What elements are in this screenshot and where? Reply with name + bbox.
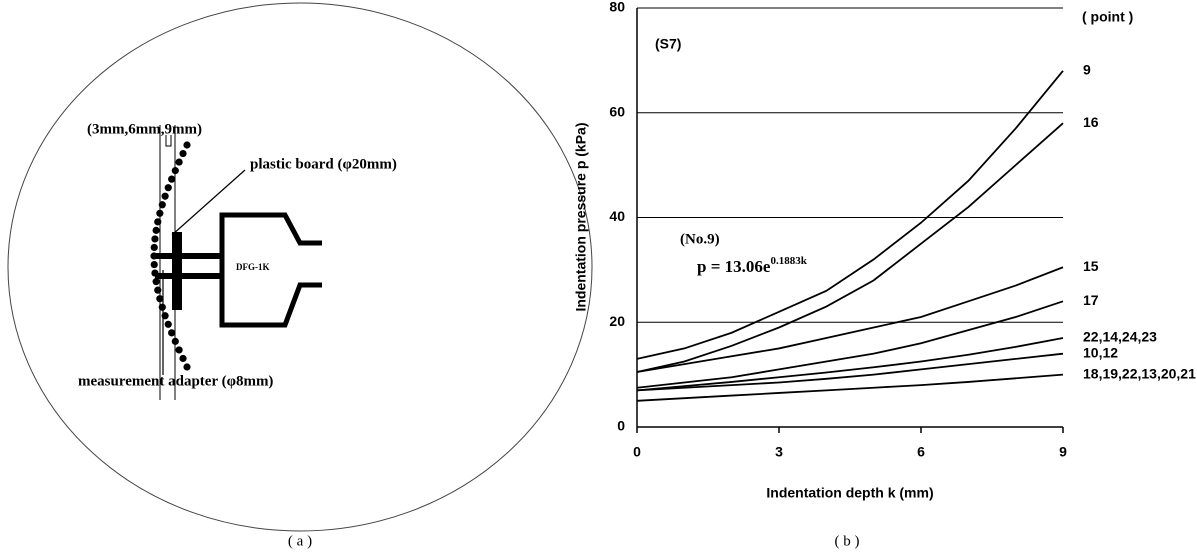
force-gauge [219,212,322,328]
y-tick-label: 60 [609,103,625,119]
bead [183,363,191,371]
bead [179,354,187,363]
legend-title: ( point ) [1082,9,1133,25]
bead [168,329,176,337]
bead [158,201,166,209]
series-line [636,122,1064,373]
bead [152,278,160,286]
bead [161,312,169,320]
annotation: (No.9) [680,231,720,247]
sample-label: (S7) [655,36,681,52]
equation-text: p = 13.06e [697,257,771,276]
series-label: 10,12 [1083,344,1118,360]
bead [156,209,164,217]
x-tick-label: 9 [1059,444,1067,460]
chart: ( b ) Indentation depth k (mm) Indentati… [573,0,1196,549]
leader [171,169,246,236]
series-line [636,70,1064,360]
series-line [636,300,1064,389]
bead [179,149,187,158]
caption: ( b ) [835,533,860,549]
bead [158,303,166,311]
series-line [636,266,1064,373]
board-label: plastic board (φ20mm) [250,156,397,172]
bead [150,252,158,260]
caption: ( a ) [288,533,312,549]
adapter-label: measurement adapter (φ8mm) [78,373,273,389]
series-label: 22,14,24,23 [1083,329,1157,345]
bead [164,184,172,192]
bead [150,260,158,269]
plastic-board [172,232,182,310]
bead [171,337,179,345]
bead [168,175,176,183]
series-label: 15 [1083,258,1099,274]
x-tick-label: 3 [775,444,783,460]
beads [150,141,191,371]
bead [152,226,160,234]
y-tick-label: 0 [617,418,625,434]
depth-label: (3mm,6mm,9mm) [87,121,202,137]
diagram: (3mm,6mm,9mm) plastic board (φ20mm) DFG-… [7,2,593,549]
bead [154,286,162,294]
bead [151,269,159,277]
bead [154,218,162,226]
bead [175,346,183,354]
series-label: 16 [1083,114,1099,130]
bead [156,295,164,303]
exponent: 0.1883k [770,255,807,267]
bead [151,235,159,243]
bracket [165,135,172,147]
y-tick-label: 40 [609,208,625,224]
series-label: 9 [1083,62,1091,78]
device-label: DFG-1K [236,262,270,272]
bead [171,167,179,175]
bead [164,320,172,328]
bead [150,243,158,252]
series-line [636,337,1064,392]
equation: p = 13.06e0.1883k [697,255,808,276]
bead [175,158,183,166]
series-line [636,352,1064,392]
series-label: 17 [1083,292,1099,308]
y-tick-label: 80 [609,0,625,15]
series-line [636,373,1064,402]
x-tick-label: 6 [917,444,925,460]
x-axis-label: Indentation depth k (mm) [766,485,933,501]
outline [7,2,593,532]
series-label: 18,19,22,13,20,21 [1083,365,1196,381]
bead [183,141,191,149]
y-tick-label: 20 [609,313,625,329]
x-tick-label: 0 [633,444,641,460]
y-axis-label: Indentation pressure p (kPa) [573,122,589,311]
bead [161,192,169,200]
